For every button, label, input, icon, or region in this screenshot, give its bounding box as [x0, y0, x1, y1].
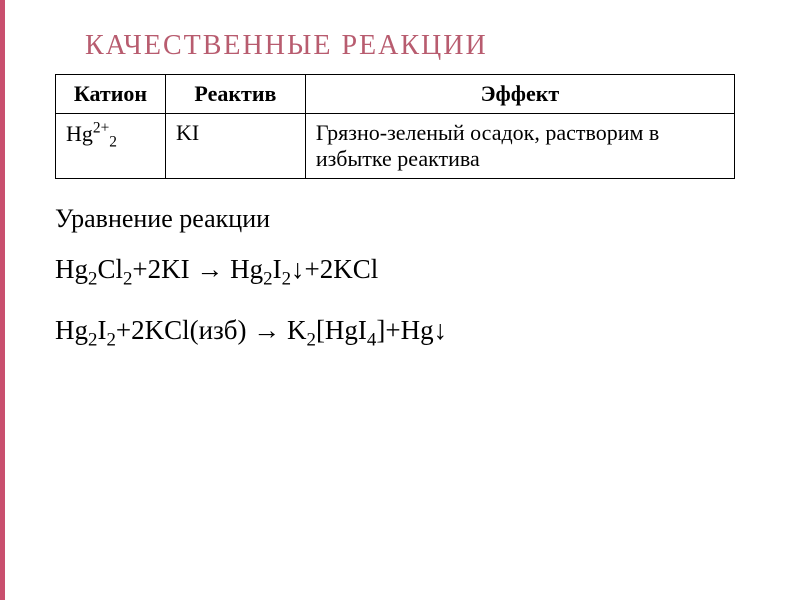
table-row: Hg2+2 KI Грязно-зеленый осадок, раствори… — [56, 114, 735, 179]
equation-2: Hg2I2+2KCl(изб) → K2[HgI4]+Hg↓ — [55, 315, 750, 351]
equation-1: Hg2Cl2+2KI → Hg2I2↓+2KCl — [55, 254, 750, 290]
cell-effect: Грязно-зеленый осадок, растворим в избыт… — [305, 114, 734, 179]
header-cation: Катион — [56, 75, 166, 114]
page-title: КАЧЕСТВЕННЫЕ РЕАКЦИИ — [85, 30, 750, 62]
header-effect: Эффект — [305, 75, 734, 114]
header-reagent: Реактив — [165, 75, 305, 114]
cell-cation: Hg2+2 — [56, 114, 166, 179]
equation-section-title: Уравнение реакции — [55, 204, 750, 234]
reaction-table: Катион Реактив Эффект Hg2+2 KI Грязно-зе… — [55, 74, 735, 179]
table-header-row: Катион Реактив Эффект — [56, 75, 735, 114]
cation-formula: Hg2+2 — [66, 121, 117, 146]
cell-reagent: KI — [165, 114, 305, 179]
